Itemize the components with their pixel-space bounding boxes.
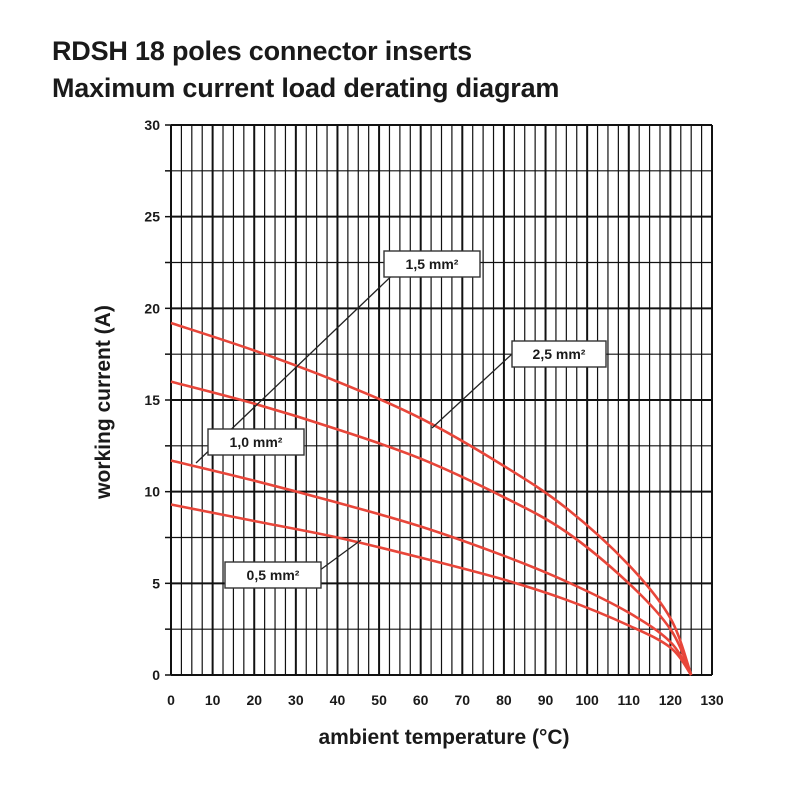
x-tick-label: 60 bbox=[413, 692, 429, 708]
y-axis-ticks: 0 5 10 15 20 25 30 bbox=[144, 117, 160, 683]
callout-box bbox=[511, 340, 607, 368]
y-tick-label: 10 bbox=[144, 484, 160, 500]
x-tick-label: 120 bbox=[659, 692, 683, 708]
x-tick-label: 50 bbox=[371, 692, 387, 708]
chart-title-line-1: RDSH 18 poles connector inserts bbox=[52, 36, 472, 66]
y-tick-label: 15 bbox=[144, 392, 160, 408]
callout-box bbox=[207, 428, 305, 456]
callout-label: 1,0 mm² bbox=[230, 434, 283, 450]
callout-box bbox=[383, 250, 481, 278]
x-tick-label: 90 bbox=[538, 692, 554, 708]
x-tick-label: 20 bbox=[246, 692, 262, 708]
x-tick-label: 130 bbox=[700, 692, 724, 708]
x-tick-label: 40 bbox=[330, 692, 346, 708]
series-line-1 bbox=[170, 321, 693, 676]
x-tick-label: 70 bbox=[455, 692, 471, 708]
series-line-4 bbox=[170, 503, 693, 676]
x-tick-label: 10 bbox=[205, 692, 221, 708]
x-axis-ticks: 0 10 20 30 40 50 60 70 80 90 100 110 120 130 bbox=[167, 692, 724, 708]
y-axis-label: working current (A) bbox=[92, 305, 115, 500]
chart-title-line-2: Maximum current load derating diagram bbox=[52, 73, 560, 103]
callout-label: 0,5 mm² bbox=[247, 567, 300, 583]
callout-label: 2,5 mm² bbox=[533, 346, 586, 362]
x-tick-label: 30 bbox=[288, 692, 304, 708]
y-tick-label: 30 bbox=[144, 117, 160, 133]
x-tick-label: 0 bbox=[167, 692, 175, 708]
series-line-3 bbox=[170, 459, 693, 676]
callout-leader-line bbox=[315, 539, 362, 574]
x-axis-label: ambient temperature (°C) bbox=[318, 726, 569, 749]
series-line-2 bbox=[170, 380, 693, 676]
y-tick-label: 5 bbox=[152, 575, 160, 591]
callout-label: 1,5 mm² bbox=[406, 256, 459, 272]
y-tick-label: 20 bbox=[144, 300, 160, 316]
x-tick-label: 100 bbox=[575, 692, 599, 708]
curves bbox=[170, 321, 693, 676]
x-tick-label: 110 bbox=[617, 692, 640, 708]
grid bbox=[165, 124, 713, 676]
callout-box bbox=[224, 561, 322, 589]
callouts: 1,5 mm² 2,5 mm² 1,0 mm² 0,5 mm² bbox=[195, 250, 607, 589]
y-tick-label: 0 bbox=[152, 667, 160, 683]
x-tick-label: 80 bbox=[496, 692, 512, 708]
callout-leader-line bbox=[431, 353, 513, 429]
y-tick-label: 25 bbox=[144, 209, 160, 225]
